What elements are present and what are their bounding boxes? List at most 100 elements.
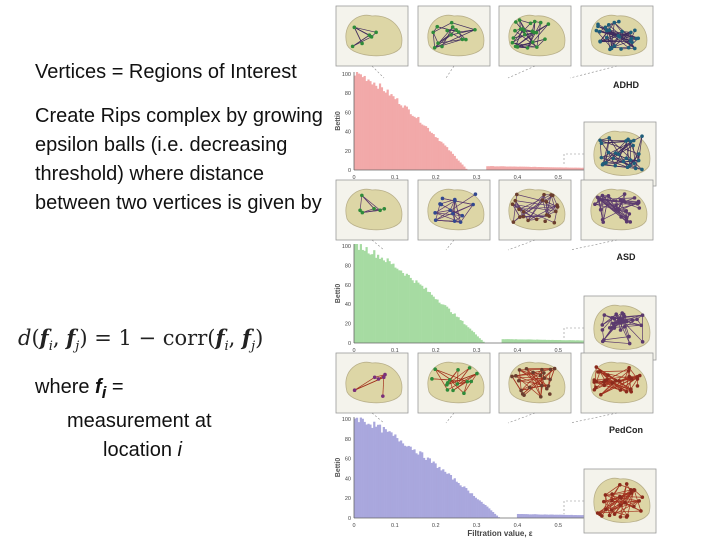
betti-bar	[461, 321, 463, 343]
betti-bar	[410, 278, 412, 343]
betti-bar	[536, 340, 538, 343]
betti-bar	[571, 340, 573, 343]
betti-bar	[415, 453, 417, 518]
network-node	[599, 208, 603, 212]
betti-bar	[400, 440, 402, 518]
betti-bar	[452, 480, 454, 518]
network-node	[466, 380, 470, 384]
betti-bar	[481, 340, 483, 343]
betti-bar	[486, 166, 488, 170]
network-node	[475, 372, 479, 376]
betti-bar	[448, 473, 450, 518]
betti-bar	[377, 89, 379, 170]
formula-eq: = 1 − corr(	[88, 326, 216, 350]
betti-bar	[534, 514, 536, 518]
betti-bar	[404, 446, 406, 518]
betti-bar	[467, 491, 469, 518]
betti-bar	[356, 72, 358, 170]
betti-bar	[555, 340, 557, 343]
network-node	[601, 328, 605, 332]
network-node	[624, 209, 628, 213]
betti-bar	[415, 118, 417, 170]
network-node	[616, 34, 620, 38]
network-node	[640, 168, 644, 172]
betti-bar	[448, 309, 450, 343]
distance-formula: d(fi, fj) = 1 − corr(fi, fj)	[18, 325, 263, 354]
betti-bar	[373, 422, 375, 518]
network-node	[614, 151, 618, 155]
betti-bar	[435, 299, 437, 343]
y-tick-label: 60	[345, 283, 351, 289]
betti-bar	[548, 167, 550, 170]
betti-bar	[504, 339, 506, 343]
network-node	[614, 379, 618, 383]
betti-bar	[389, 261, 391, 343]
network-node	[610, 316, 614, 320]
y-tick-label: 20	[345, 496, 351, 502]
betti-bar	[521, 514, 523, 518]
betti-bar	[408, 275, 410, 343]
betti-bar	[498, 166, 500, 170]
betti-bar	[440, 304, 442, 343]
network-node	[598, 30, 602, 34]
network-node	[628, 212, 632, 216]
network-node	[631, 318, 635, 322]
betti-bar	[534, 167, 536, 170]
network-node	[548, 392, 552, 396]
network-node	[540, 384, 544, 388]
network-node	[601, 194, 605, 198]
betti-bar	[528, 514, 530, 518]
betti-bar	[440, 142, 442, 170]
betti-bar	[442, 143, 444, 170]
network-node	[531, 40, 535, 44]
betti-bar	[532, 167, 534, 170]
network-node	[433, 211, 437, 215]
betti-bar	[551, 340, 553, 343]
betti-bar	[444, 305, 446, 343]
network-node	[619, 388, 623, 392]
betti-bar	[454, 478, 456, 518]
where-text: where fi = measurement at location i	[35, 373, 295, 465]
betti-bar	[525, 167, 527, 170]
betti-bar	[463, 324, 465, 343]
network-node	[449, 33, 453, 37]
betti-bar	[366, 247, 368, 343]
betti-bar	[563, 515, 565, 518]
network-node	[553, 221, 557, 225]
betti-bar	[479, 338, 481, 343]
betti-bar	[459, 163, 461, 170]
betti-bar	[402, 443, 404, 518]
betti-bar	[358, 422, 360, 518]
betti-bar	[479, 500, 481, 518]
network-node	[378, 209, 382, 213]
where-line3: location i	[35, 436, 295, 465]
network-node	[617, 20, 621, 24]
betti-bar	[413, 449, 415, 518]
betti-bar	[563, 340, 565, 343]
network-node	[531, 371, 535, 375]
network-node	[633, 29, 637, 33]
network-node	[441, 197, 445, 201]
betti-bar	[412, 116, 414, 170]
network-node	[632, 161, 636, 165]
where-eq: =	[106, 376, 123, 398]
network-node	[618, 318, 622, 322]
network-node	[373, 375, 377, 379]
connector-line	[508, 240, 535, 250]
network-node	[600, 156, 604, 160]
betti-bar	[486, 507, 488, 518]
network-node	[601, 162, 605, 166]
network-node	[543, 376, 547, 380]
network-node	[608, 326, 612, 330]
betti-bar	[550, 515, 552, 518]
betti-bar	[576, 515, 578, 518]
betti-bar	[377, 425, 379, 518]
betti-bar	[390, 432, 392, 518]
betti-bar	[385, 262, 387, 343]
betti-bar	[452, 154, 454, 170]
betti-bar	[540, 167, 542, 170]
formula-sub-j: j	[75, 339, 79, 354]
network-node	[639, 509, 643, 513]
network-node	[451, 25, 455, 29]
formula-f-j: f	[66, 325, 75, 350]
